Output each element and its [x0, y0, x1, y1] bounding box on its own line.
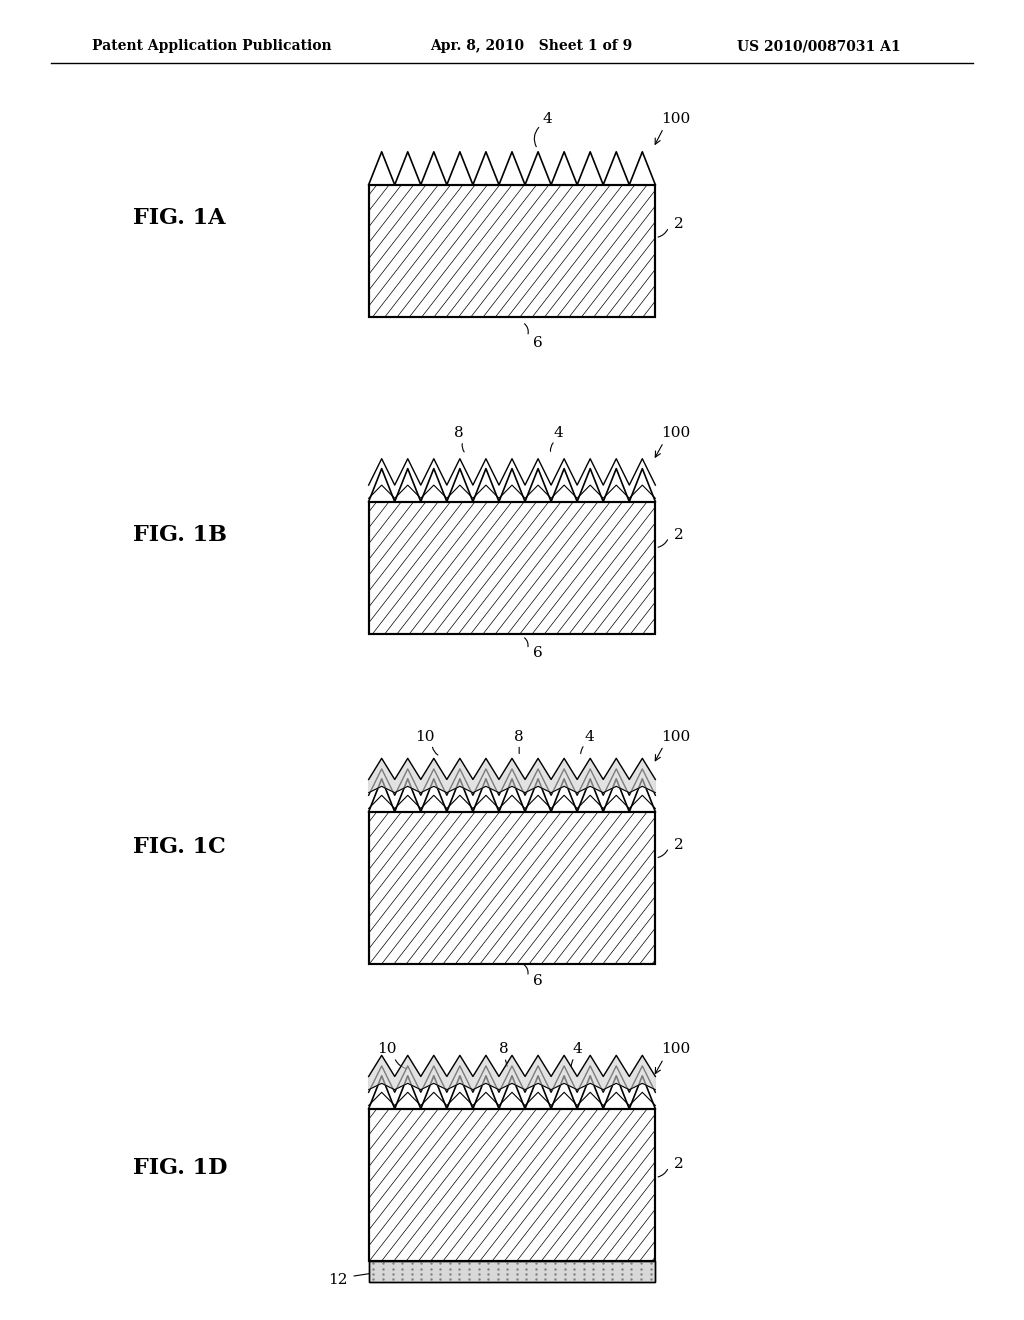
Text: 10: 10 — [415, 730, 435, 743]
Text: 2: 2 — [674, 838, 684, 851]
Text: 8: 8 — [454, 426, 464, 440]
Text: Apr. 8, 2010   Sheet 1 of 9: Apr. 8, 2010 Sheet 1 of 9 — [430, 40, 633, 53]
Text: FIG. 1B: FIG. 1B — [133, 524, 227, 545]
Text: 4: 4 — [553, 426, 563, 440]
Bar — [369, 1109, 655, 1261]
Text: 10: 10 — [377, 1043, 397, 1056]
Text: 12: 12 — [328, 1274, 348, 1287]
Text: FIG. 1D: FIG. 1D — [133, 1158, 227, 1179]
Text: 6: 6 — [532, 974, 543, 987]
Text: FIG. 1A: FIG. 1A — [133, 207, 225, 228]
Bar — [369, 1261, 655, 1282]
Text: 4: 4 — [572, 1043, 583, 1056]
Text: FIG. 1C: FIG. 1C — [133, 837, 226, 858]
Text: 6: 6 — [532, 647, 543, 660]
Bar — [369, 502, 655, 634]
Bar — [369, 1261, 655, 1282]
Bar — [369, 185, 655, 317]
Bar — [369, 812, 655, 964]
Bar — [369, 812, 655, 964]
Text: 6: 6 — [532, 337, 543, 350]
Text: 100: 100 — [662, 112, 690, 125]
Text: 2: 2 — [674, 528, 684, 541]
Text: 4: 4 — [585, 730, 595, 743]
Text: US 2010/0087031 A1: US 2010/0087031 A1 — [737, 40, 901, 53]
Text: Patent Application Publication: Patent Application Publication — [92, 40, 332, 53]
Text: 4: 4 — [543, 112, 553, 125]
Text: 100: 100 — [662, 426, 690, 440]
Bar — [369, 502, 655, 634]
Text: 2: 2 — [674, 218, 684, 231]
Text: 8: 8 — [514, 730, 524, 743]
Bar — [369, 185, 655, 317]
Text: 100: 100 — [662, 730, 690, 743]
Text: 100: 100 — [662, 1043, 690, 1056]
Polygon shape — [369, 758, 655, 792]
Polygon shape — [369, 1056, 655, 1090]
Text: 2: 2 — [674, 1158, 684, 1171]
Bar — [369, 1109, 655, 1261]
Text: 8: 8 — [499, 1043, 509, 1056]
